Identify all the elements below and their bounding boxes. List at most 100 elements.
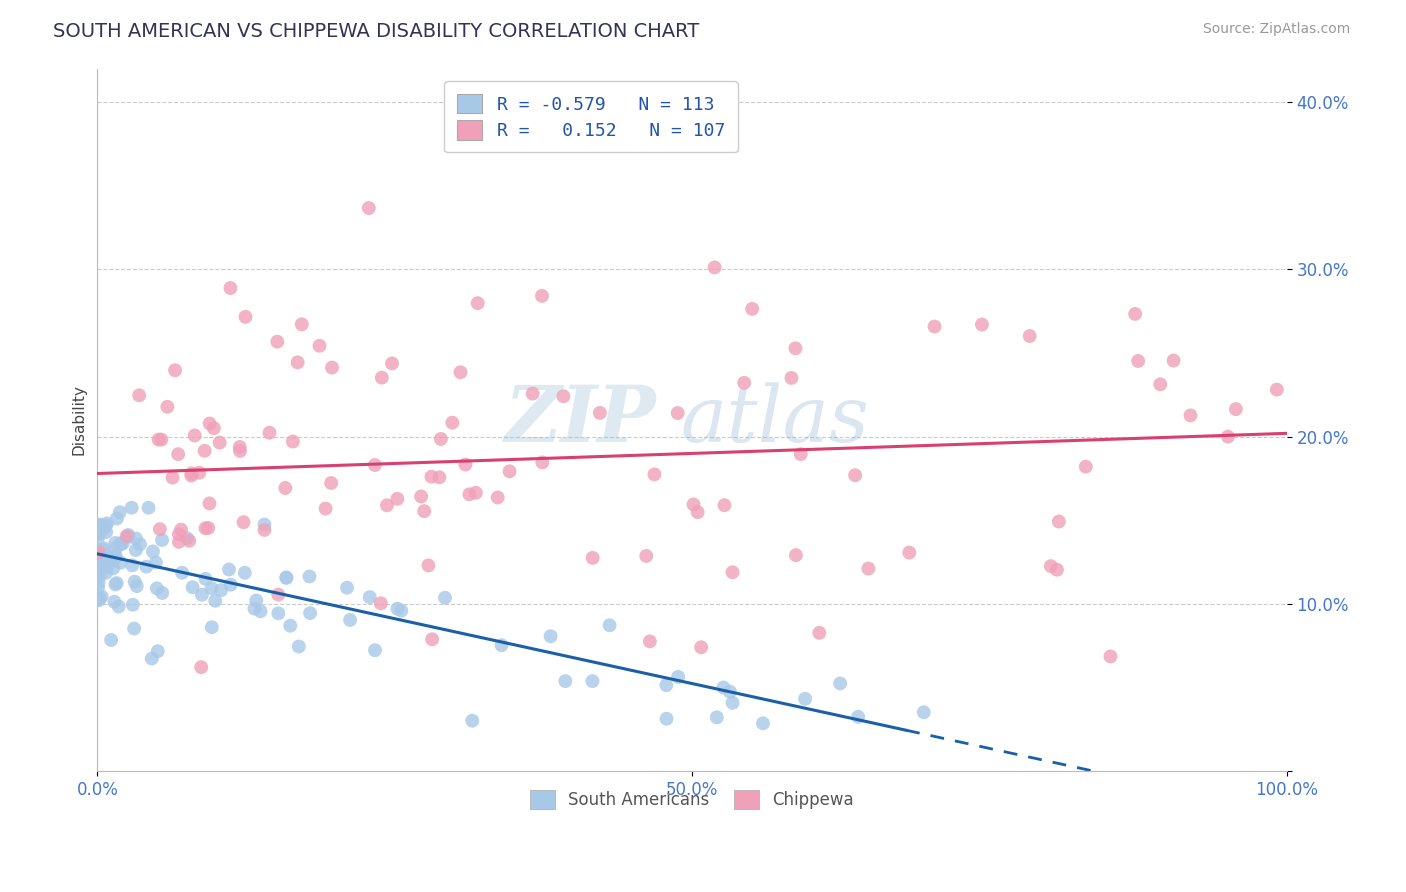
- Point: [245, 593, 267, 607]
- Point: [411, 490, 433, 504]
- Point: [87, 562, 110, 576]
- Point: [96, 516, 118, 531]
- Point: [218, 562, 240, 576]
- Point: [381, 356, 404, 370]
- Point: [464, 485, 486, 500]
- Point: [703, 260, 725, 275]
- Point: [129, 537, 152, 551]
- Point: [1047, 515, 1070, 529]
- Point: [124, 574, 146, 589]
- Point: [690, 640, 713, 655]
- Point: [181, 580, 204, 594]
- Point: [589, 406, 612, 420]
- Point: [104, 536, 127, 550]
- Point: [165, 363, 187, 377]
- Legend: South Americans, Chippewa: South Americans, Chippewa: [523, 784, 860, 816]
- Point: [387, 601, 409, 615]
- Point: [721, 696, 744, 710]
- Point: [183, 428, 205, 442]
- Point: [276, 571, 298, 585]
- Point: [110, 536, 132, 550]
- Point: [96, 524, 118, 539]
- Point: [194, 443, 217, 458]
- Point: [202, 421, 225, 435]
- Point: [90, 517, 112, 532]
- Point: [121, 558, 143, 573]
- Point: [1046, 563, 1069, 577]
- Point: [430, 432, 453, 446]
- Point: [96, 560, 118, 574]
- Point: [108, 505, 131, 519]
- Point: [86, 592, 108, 607]
- Point: [128, 388, 150, 402]
- Point: [420, 632, 443, 647]
- Point: [110, 556, 132, 570]
- Point: [844, 468, 866, 483]
- Point: [243, 601, 266, 615]
- Point: [180, 467, 202, 481]
- Point: [219, 578, 242, 592]
- Point: [371, 370, 394, 384]
- Point: [267, 588, 290, 602]
- Point: [288, 640, 311, 654]
- Point: [167, 534, 190, 549]
- Point: [117, 528, 139, 542]
- Text: SOUTH AMERICAN VS CHIPPEWA DISABILITY CORRELATION CHART: SOUTH AMERICAN VS CHIPPEWA DISABILITY CO…: [53, 22, 700, 41]
- Point: [682, 498, 704, 512]
- Point: [145, 556, 167, 570]
- Point: [179, 533, 201, 548]
- Point: [94, 518, 117, 533]
- Point: [125, 532, 148, 546]
- Point: [1225, 402, 1247, 417]
- Point: [87, 524, 110, 538]
- Point: [336, 581, 359, 595]
- Point: [281, 434, 304, 449]
- Point: [219, 281, 242, 295]
- Point: [1099, 649, 1122, 664]
- Point: [554, 674, 576, 689]
- Point: [298, 569, 321, 583]
- Point: [235, 310, 257, 324]
- Point: [229, 444, 252, 458]
- Point: [643, 467, 665, 482]
- Point: [198, 496, 221, 510]
- Point: [122, 622, 145, 636]
- Point: [89, 569, 111, 583]
- Point: [266, 334, 288, 349]
- Point: [522, 386, 544, 401]
- Point: [180, 468, 202, 483]
- Point: [427, 470, 450, 484]
- Point: [1265, 383, 1288, 397]
- Point: [461, 714, 484, 728]
- Point: [846, 710, 869, 724]
- Point: [1123, 307, 1146, 321]
- Point: [790, 447, 813, 461]
- Point: [156, 400, 179, 414]
- Point: [208, 435, 231, 450]
- Point: [498, 464, 520, 478]
- Point: [420, 469, 443, 483]
- Point: [638, 634, 661, 648]
- Point: [253, 517, 276, 532]
- Point: [150, 586, 173, 600]
- Point: [104, 577, 127, 591]
- Point: [100, 633, 122, 648]
- Text: atlas: atlas: [681, 382, 869, 458]
- Point: [785, 548, 807, 562]
- Point: [90, 553, 112, 567]
- Point: [924, 319, 946, 334]
- Point: [287, 355, 309, 369]
- Point: [115, 529, 138, 543]
- Point: [267, 607, 290, 621]
- Point: [86, 543, 108, 558]
- Point: [121, 500, 143, 515]
- Point: [201, 620, 224, 634]
- Point: [321, 360, 343, 375]
- Point: [1180, 409, 1202, 423]
- Point: [167, 527, 190, 541]
- Point: [721, 566, 744, 580]
- Point: [89, 591, 111, 606]
- Point: [142, 544, 165, 558]
- Point: [125, 579, 148, 593]
- Point: [299, 606, 322, 620]
